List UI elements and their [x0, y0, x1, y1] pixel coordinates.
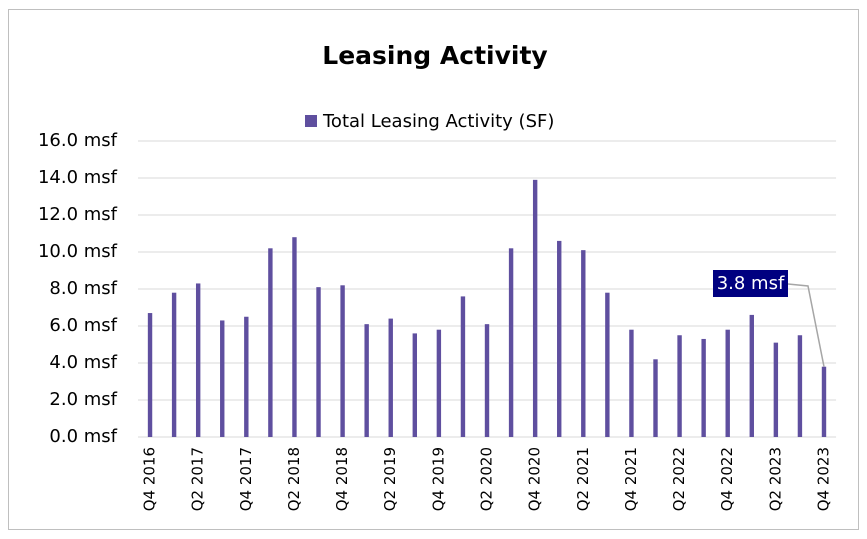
- chart-title: Leasing Activity: [322, 41, 547, 70]
- y-tick-label: 14.0 msf: [38, 167, 118, 188]
- x-tick-label: Q4 2019: [429, 447, 447, 511]
- bar: [412, 333, 418, 437]
- bar: [725, 329, 730, 437]
- bar: [557, 240, 562, 437]
- bar: [701, 338, 706, 437]
- bar: [171, 292, 177, 437]
- x-tick-label: Q4 2023: [814, 447, 832, 511]
- bar: [773, 342, 779, 437]
- bar: [484, 324, 490, 437]
- bar: [532, 179, 538, 437]
- bar: [821, 366, 827, 437]
- bar: [195, 283, 201, 437]
- bar: [147, 313, 153, 437]
- value-label-box: [712, 270, 788, 297]
- legend-label: Total Leasing Activity (SF): [322, 111, 554, 132]
- x-tick-label: Q2 2022: [670, 447, 688, 511]
- bar: [220, 320, 225, 437]
- y-tick-label: 6.0 msf: [49, 315, 117, 336]
- value-label: 3.8 msf: [717, 273, 785, 294]
- y-tick-label: 0.0 msf: [49, 426, 117, 447]
- y-tick-label: 4.0 msf: [49, 352, 117, 373]
- legend-swatch: [305, 115, 317, 127]
- bar: [364, 324, 369, 437]
- x-tick-label: Q4 2021: [622, 447, 640, 511]
- x-tick-label: Q2 2017: [189, 447, 207, 511]
- bar: [268, 248, 273, 437]
- bar: [340, 285, 345, 437]
- y-tick-label: 2.0 msf: [49, 389, 117, 410]
- chart-frame: [8, 9, 859, 530]
- y-tick-label: 12.0 msf: [38, 204, 118, 225]
- bar: [605, 292, 610, 437]
- bar: [581, 250, 586, 437]
- bar: [508, 248, 514, 437]
- bar: [653, 359, 658, 437]
- x-tick-label: Q4 2020: [526, 447, 544, 511]
- x-tick-label: Q4 2022: [718, 447, 736, 511]
- bar: [244, 316, 249, 437]
- x-tick-label: Q4 2018: [333, 447, 351, 511]
- x-tick-label: Q4 2016: [141, 447, 159, 511]
- bar: [460, 296, 466, 437]
- bar: [292, 237, 297, 437]
- y-tick-label: 8.0 msf: [49, 278, 117, 299]
- bar: [749, 314, 754, 437]
- bar: [316, 287, 321, 437]
- bar: [797, 335, 803, 437]
- bar: [629, 329, 634, 437]
- x-tick-label: Q2 2019: [381, 447, 399, 511]
- x-tick-label: Q2 2020: [478, 447, 496, 511]
- x-tick-label: Q4 2017: [237, 447, 255, 511]
- x-tick-label: Q2 2021: [574, 447, 592, 511]
- bar: [677, 335, 682, 437]
- y-tick-label: 16.0 msf: [38, 130, 118, 151]
- x-tick-label: Q2 2023: [766, 447, 784, 511]
- x-tick-label: Q2 2018: [285, 447, 303, 511]
- bar: [436, 329, 442, 437]
- y-tick-label: 10.0 msf: [38, 241, 118, 262]
- bar: [388, 318, 393, 437]
- leader-line: [787, 283, 825, 367]
